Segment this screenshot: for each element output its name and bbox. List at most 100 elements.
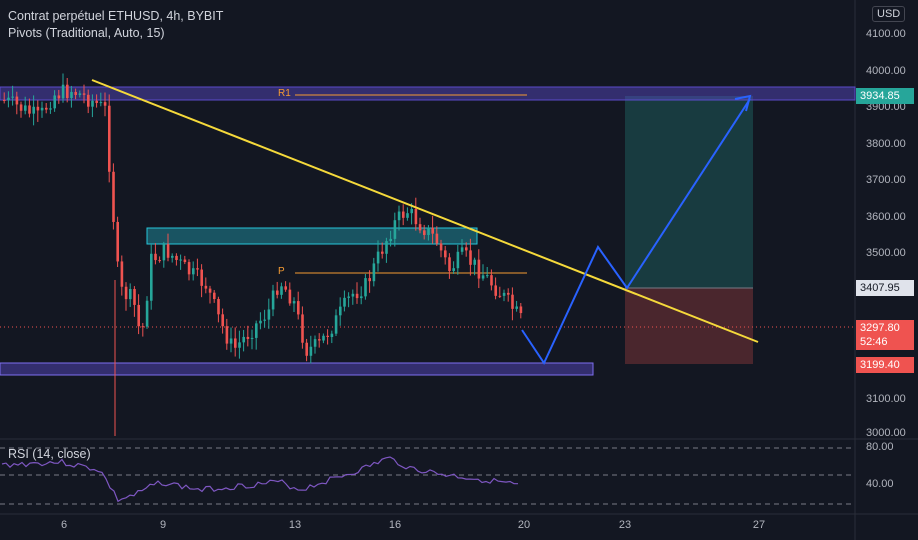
current-price-tag: 3297.80 — [856, 320, 914, 336]
rsi-tick: 80.00 — [866, 441, 894, 453]
candle-body — [435, 233, 439, 244]
rsi-line — [1, 456, 519, 503]
candle-body — [116, 221, 119, 262]
candle-body — [78, 93, 82, 95]
candle-body — [389, 238, 392, 242]
candle-body — [452, 268, 455, 272]
candle-body — [19, 104, 23, 111]
candle-body — [318, 339, 321, 341]
candle-body — [158, 260, 161, 262]
candle-body — [11, 96, 14, 98]
stop-price-tag: 3199.40 — [856, 357, 914, 373]
candle-body — [423, 230, 426, 235]
candle-body — [213, 292, 216, 300]
candle-body — [402, 211, 405, 218]
candle-body — [444, 250, 447, 258]
candle-body — [385, 241, 388, 254]
candle-body — [66, 84, 69, 99]
candle-body — [217, 299, 220, 315]
candle-body — [124, 286, 128, 300]
candle-body — [112, 171, 115, 222]
candlestick-series — [3, 73, 523, 436]
date-tick: 6 — [60, 519, 68, 531]
candle-body — [61, 84, 65, 99]
currency-button[interactable]: USD — [872, 6, 906, 22]
risk-zone[interactable] — [625, 288, 753, 364]
candle-body — [393, 220, 397, 239]
candle-body — [481, 275, 485, 279]
candle-body — [305, 342, 308, 356]
candle-body — [28, 105, 31, 114]
candle-body — [246, 336, 250, 339]
candle-body — [3, 100, 6, 101]
candle-body — [200, 269, 203, 286]
resistance-zone[interactable] — [0, 86, 856, 101]
indicator-label[interactable]: Pivots (Traditional, Auto, 15) — [8, 26, 165, 40]
candle-body — [486, 275, 489, 277]
candle-body — [355, 293, 359, 299]
candle-body — [418, 224, 422, 231]
candle-body — [292, 301, 296, 304]
candle-body — [469, 250, 472, 265]
candle-body — [364, 278, 367, 297]
candle-body — [74, 91, 77, 95]
projection-arrowhead-icon — [734, 94, 752, 112]
rsi-label[interactable]: RSI (14, close) — [8, 447, 91, 461]
candle-body — [477, 259, 481, 279]
candle-body — [502, 292, 506, 296]
candle-body — [171, 255, 174, 258]
candle-body — [490, 275, 493, 286]
candle-body — [360, 296, 363, 299]
price-tick: 3900.00 — [866, 101, 906, 113]
candle-body — [91, 100, 94, 107]
price-tick: 3600.00 — [866, 211, 906, 223]
candle-body — [95, 100, 98, 103]
rsi-tick: 40.00 — [866, 478, 894, 490]
candle-body — [494, 285, 497, 296]
candle-body — [15, 96, 19, 105]
date-tick: 23 — [618, 519, 632, 531]
date-tick: 16 — [388, 519, 402, 531]
candle-body — [498, 295, 502, 297]
candle-body — [154, 253, 157, 261]
candle-body — [187, 262, 191, 275]
candle-body — [368, 278, 371, 282]
candle-body — [150, 253, 153, 301]
pivot-p-label: P — [278, 266, 285, 277]
candle-body — [204, 285, 208, 289]
candle-body — [24, 105, 27, 111]
candle-body — [284, 286, 287, 290]
candle-body — [322, 335, 325, 341]
candle-body — [297, 301, 300, 315]
descending-trendline[interactable] — [91, 79, 759, 343]
candle-body — [208, 288, 212, 293]
candle-body — [334, 315, 338, 334]
candle-body — [309, 346, 313, 356]
support-zone[interactable] — [0, 362, 594, 376]
price-tick: 3100.00 — [866, 393, 906, 405]
candle-body — [238, 342, 241, 348]
projection-path[interactable] — [521, 98, 751, 366]
candle-body — [276, 290, 279, 295]
candle-body — [166, 244, 170, 258]
candle-body — [410, 208, 413, 214]
candle-body — [515, 306, 518, 309]
candle-body — [40, 107, 44, 111]
candle-body — [87, 94, 90, 107]
candle-body — [99, 102, 103, 104]
candle-body — [259, 320, 262, 324]
candle-body — [82, 93, 86, 95]
candle-body — [137, 304, 140, 327]
candle-body — [53, 95, 56, 109]
date-tick: 20 — [517, 519, 531, 531]
candle-countdown: 52:46 — [856, 334, 914, 350]
price-tick: 4100.00 — [866, 28, 906, 40]
candle-body — [225, 326, 229, 344]
price-tick: 3700.00 — [866, 174, 906, 186]
candle-body — [179, 259, 182, 261]
candle-body — [192, 268, 195, 275]
candle-body — [347, 296, 350, 298]
candle-body — [250, 337, 254, 339]
candle-body — [397, 211, 401, 221]
